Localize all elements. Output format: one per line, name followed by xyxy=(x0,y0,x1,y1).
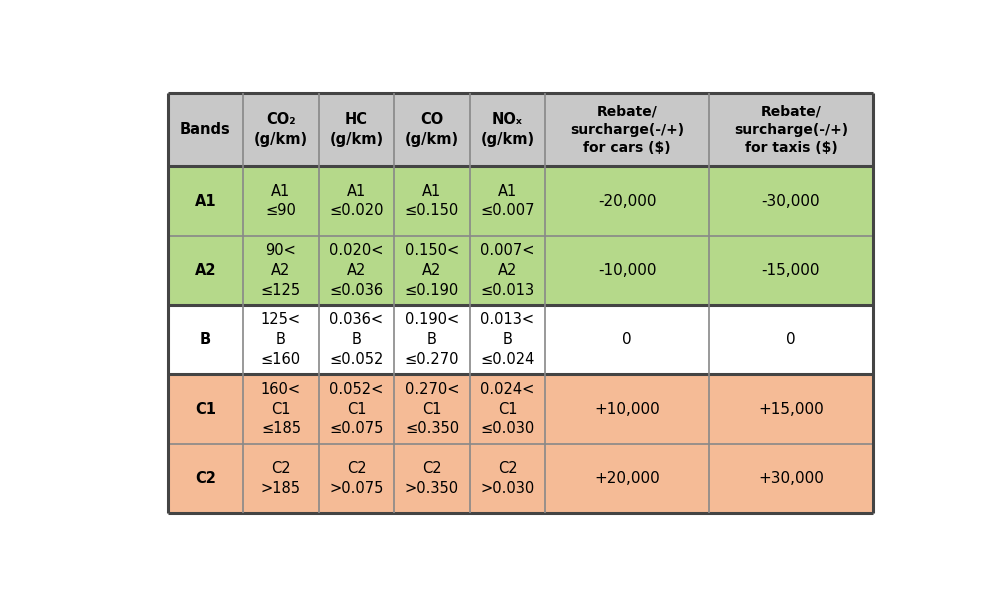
Text: C1: C1 xyxy=(195,401,216,416)
Text: HC
(g/km): HC (g/km) xyxy=(329,112,384,147)
Text: 0.150<
A2
≤0.190: 0.150< A2 ≤0.190 xyxy=(405,243,459,298)
Text: -20,000: -20,000 xyxy=(598,194,656,209)
Bar xyxy=(545,444,709,513)
Text: A1
≤0.150: A1 ≤0.150 xyxy=(405,184,459,218)
Bar xyxy=(243,305,319,374)
Bar xyxy=(168,444,243,513)
Text: 0: 0 xyxy=(786,332,796,347)
Bar xyxy=(319,374,394,444)
Text: 0.020<
A2
≤0.036: 0.020< A2 ≤0.036 xyxy=(329,243,384,298)
Text: CO₂
(g/km): CO₂ (g/km) xyxy=(254,112,308,147)
Bar xyxy=(319,93,394,166)
Bar xyxy=(394,444,470,513)
Bar xyxy=(709,305,873,374)
Text: A1
≤90: A1 ≤90 xyxy=(265,184,296,218)
Text: 0.013<
B
≤0.024: 0.013< B ≤0.024 xyxy=(480,313,535,367)
Bar xyxy=(243,374,319,444)
Bar xyxy=(394,236,470,305)
Text: C2
>185: C2 >185 xyxy=(261,461,301,496)
Text: 125<
B
≤160: 125< B ≤160 xyxy=(261,313,301,367)
Bar xyxy=(168,93,243,166)
Bar xyxy=(168,374,243,444)
Bar xyxy=(243,236,319,305)
Bar xyxy=(709,374,873,444)
Text: C2
>0.075: C2 >0.075 xyxy=(329,461,384,496)
Text: Rebate/
surcharge(-/+)
for cars ($): Rebate/ surcharge(-/+) for cars ($) xyxy=(570,104,684,155)
Bar xyxy=(394,93,470,166)
Bar xyxy=(470,374,545,444)
Text: C2
>0.350: C2 >0.350 xyxy=(405,461,459,496)
Bar xyxy=(319,236,394,305)
Bar xyxy=(319,166,394,236)
Text: Rebate/
surcharge(-/+)
for taxis ($): Rebate/ surcharge(-/+) for taxis ($) xyxy=(734,104,848,155)
Text: 0.190<
B
≤0.270: 0.190< B ≤0.270 xyxy=(405,313,459,367)
Text: 0.024<
C1
≤0.030: 0.024< C1 ≤0.030 xyxy=(480,382,535,436)
Text: Bands: Bands xyxy=(180,122,231,137)
Bar xyxy=(470,166,545,236)
Bar xyxy=(545,236,709,305)
Bar xyxy=(709,444,873,513)
Bar xyxy=(470,93,545,166)
Bar xyxy=(394,374,470,444)
Text: C2
>0.030: C2 >0.030 xyxy=(480,461,535,496)
Bar xyxy=(243,93,319,166)
Bar xyxy=(319,305,394,374)
Text: -30,000: -30,000 xyxy=(762,194,820,209)
Bar xyxy=(545,305,709,374)
Bar xyxy=(243,166,319,236)
Bar xyxy=(319,444,394,513)
Text: A2: A2 xyxy=(195,263,216,278)
Text: 90<
A2
≤125: 90< A2 ≤125 xyxy=(261,243,301,298)
Text: B: B xyxy=(200,332,211,347)
Text: 0.052<
C1
≤0.075: 0.052< C1 ≤0.075 xyxy=(329,382,384,436)
Text: CO
(g/km): CO (g/km) xyxy=(405,112,459,147)
Text: A1: A1 xyxy=(195,194,216,209)
Bar xyxy=(709,236,873,305)
Text: 0: 0 xyxy=(622,332,632,347)
Text: +20,000: +20,000 xyxy=(594,471,660,486)
Bar xyxy=(168,305,243,374)
Text: +30,000: +30,000 xyxy=(758,471,824,486)
Text: -10,000: -10,000 xyxy=(598,263,656,278)
Text: A1
≤0.020: A1 ≤0.020 xyxy=(329,184,384,218)
Text: C2: C2 xyxy=(195,471,216,486)
Bar xyxy=(394,305,470,374)
Text: 0.007<
A2
≤0.013: 0.007< A2 ≤0.013 xyxy=(480,243,535,298)
Bar xyxy=(470,444,545,513)
Text: -15,000: -15,000 xyxy=(762,263,820,278)
Bar xyxy=(545,374,709,444)
Text: NOₓ
(g/km): NOₓ (g/km) xyxy=(480,112,535,147)
Bar xyxy=(394,166,470,236)
Text: A1
≤0.007: A1 ≤0.007 xyxy=(480,184,535,218)
Text: +15,000: +15,000 xyxy=(758,401,824,416)
Text: 0.036<
B
≤0.052: 0.036< B ≤0.052 xyxy=(329,313,384,367)
Bar xyxy=(709,166,873,236)
Bar xyxy=(168,236,243,305)
Text: 0.270<
C1
≤0.350: 0.270< C1 ≤0.350 xyxy=(405,382,459,436)
Bar xyxy=(470,236,545,305)
Bar xyxy=(470,305,545,374)
Bar xyxy=(545,93,709,166)
Text: 160<
C1
≤185: 160< C1 ≤185 xyxy=(261,382,301,436)
Bar xyxy=(243,444,319,513)
Bar xyxy=(545,166,709,236)
Text: +10,000: +10,000 xyxy=(594,401,660,416)
Bar xyxy=(168,166,243,236)
Bar xyxy=(709,93,873,166)
